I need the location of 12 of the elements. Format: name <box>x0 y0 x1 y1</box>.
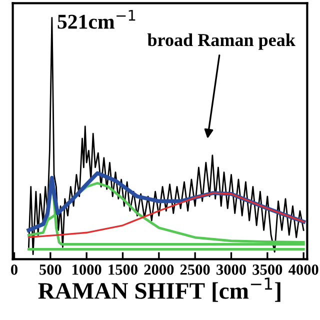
x-tick-label: 2500 <box>180 264 210 275</box>
x-axis-title: RAMAN SHIFT [cm$^{−1}$] <box>38 278 280 302</box>
x-tick-label: 3000 <box>216 264 246 275</box>
x-tick-label: 500 <box>40 264 62 275</box>
x-tick-label: 3500 <box>252 264 282 275</box>
x-tick-label: 4000 <box>288 264 318 275</box>
x-tick-label: 0 <box>11 264 18 275</box>
x-tick-label: 2000 <box>144 264 174 275</box>
x-tick-label: 1000 <box>72 264 102 275</box>
annotation: 521cm$^{−1}$ <box>58 10 136 29</box>
x-tick-label: 1500 <box>108 264 138 275</box>
annotation: broad Raman peak <box>147 33 296 50</box>
